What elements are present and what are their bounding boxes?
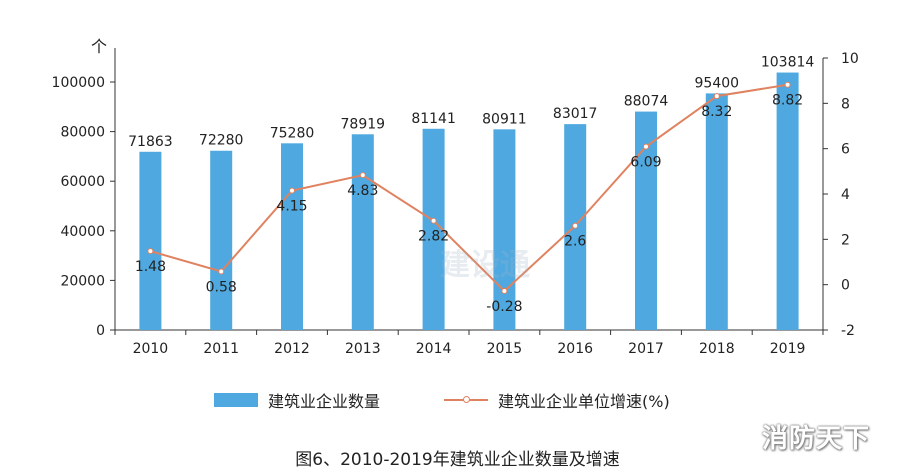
bar-data-label: 72280 <box>199 133 244 149</box>
line-data-label: 4.83 <box>347 183 378 199</box>
legend-bar-swatch <box>214 393 258 407</box>
bar-data-label: 95400 <box>695 75 740 91</box>
y-right-tick-label: -2 <box>841 323 855 339</box>
bar-data-label: 78919 <box>341 116 386 132</box>
growth-point <box>289 187 295 194</box>
y-left-tick-label: 60000 <box>60 174 105 190</box>
growth-point <box>147 248 154 255</box>
y-left-tick-label: 80000 <box>60 125 105 141</box>
line-data-label: 0.58 <box>206 280 237 296</box>
legend-bar-label: 建筑业企业数量 <box>268 392 381 411</box>
growth-point <box>430 217 437 224</box>
x-tick-label: 2018 <box>699 341 735 357</box>
y-right-tick-label: 2 <box>841 232 850 248</box>
x-tick-label: 2017 <box>628 341 664 357</box>
y-right-tick-label: 6 <box>841 142 850 158</box>
y-left-unit: 个 <box>91 37 107 56</box>
x-tick-label: 2019 <box>770 341 806 357</box>
bar-data-label: 103814 <box>761 55 815 71</box>
bar-data-label: 71863 <box>128 134 173 150</box>
line-data-label: 8.32 <box>701 104 732 120</box>
bar-data-label: 80911 <box>482 111 527 127</box>
growth-point <box>501 288 508 295</box>
bar <box>351 134 374 330</box>
line-data-label: 6.09 <box>630 155 661 171</box>
faint-watermark: 建设通 <box>440 248 530 283</box>
line-data-label: 1.48 <box>135 259 166 275</box>
x-tick-label: 2012 <box>274 341 310 357</box>
bar <box>422 128 445 330</box>
y-right-tick-label: 10 <box>841 51 859 67</box>
growth-point <box>359 172 366 179</box>
bar <box>635 111 657 330</box>
growth-point <box>572 222 579 229</box>
growth-point <box>218 268 225 275</box>
bar <box>776 72 799 330</box>
bar <box>139 151 162 330</box>
growth-line <box>150 83 788 293</box>
line-data-label: 8.82 <box>772 93 803 109</box>
x-tick-label: 2014 <box>416 341 452 357</box>
y-left-tick-label: 0 <box>96 323 105 339</box>
y-right-tick-label: 0 <box>841 278 850 294</box>
line-data-label: 2.82 <box>418 229 449 245</box>
legend-line-swatch <box>444 393 489 407</box>
watermark: 消防天下 <box>762 424 871 454</box>
y-right-tick-label: 8 <box>841 96 850 112</box>
legend: 建筑业企业数量 建筑业企业单位增速(%) <box>214 388 670 412</box>
x-tick-label: 2011 <box>203 341 239 357</box>
x-tick-label: 2015 <box>487 341 523 357</box>
line-data-label: 2.6 <box>564 234 586 250</box>
bar <box>210 150 233 330</box>
y-left-tick-label: 20000 <box>60 273 105 289</box>
line-data-label: -0.28 <box>486 299 522 315</box>
bar-data-label: 88074 <box>624 94 669 110</box>
y-left-tick-label: 100000 <box>52 75 105 91</box>
bar-data-label: 83017 <box>553 106 598 122</box>
bar <box>281 143 303 330</box>
chart-caption: 图6、2010-2019年建筑业企业数量及增速 <box>295 450 620 470</box>
growth-point <box>784 81 791 88</box>
y-right-tick-label: 4 <box>841 187 850 203</box>
y-left-tick-label: 40000 <box>60 224 105 240</box>
bar <box>705 93 728 331</box>
x-tick-label: 2016 <box>557 341 593 357</box>
line-data-label: 4.15 <box>276 199 307 215</box>
bar-data-label: 75280 <box>270 125 315 141</box>
growth-point <box>643 143 649 150</box>
x-tick-label: 2013 <box>345 341 381 357</box>
chart: 个 0 20000 40000 60000 80000 100000 -2 0 2 4 6 8 10 718… <box>52 37 859 357</box>
bar <box>493 129 516 330</box>
legend-line-label: 建筑业企业单位增速(%) <box>498 392 670 411</box>
growth-point <box>713 93 720 100</box>
bar-data-label: 81141 <box>411 111 456 127</box>
x-tick-label: 2010 <box>133 341 169 357</box>
